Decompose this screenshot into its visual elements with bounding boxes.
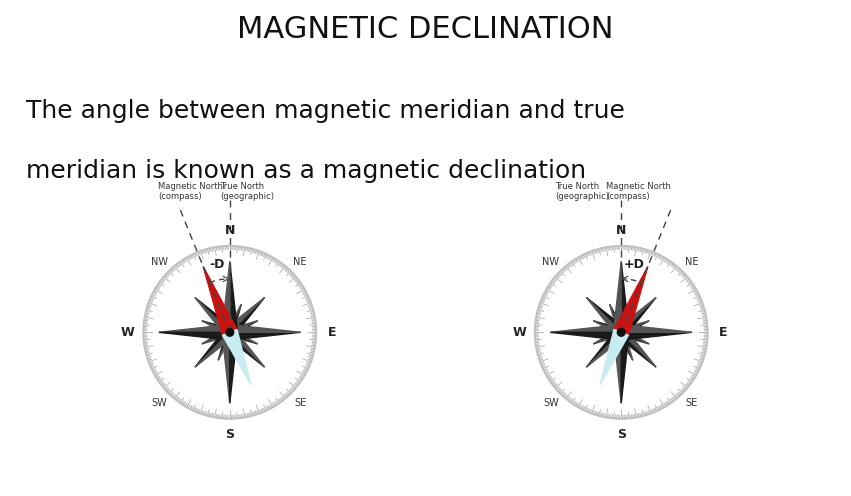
Polygon shape xyxy=(230,321,258,335)
Polygon shape xyxy=(593,332,623,344)
Polygon shape xyxy=(620,332,649,344)
Polygon shape xyxy=(218,331,230,360)
Text: Magnetic North
(compass): Magnetic North (compass) xyxy=(606,182,671,201)
Polygon shape xyxy=(621,305,633,334)
Polygon shape xyxy=(203,267,230,335)
Polygon shape xyxy=(202,321,230,335)
Text: +D: +D xyxy=(624,258,645,271)
Text: NE: NE xyxy=(294,257,306,267)
Text: SE: SE xyxy=(685,398,698,408)
Polygon shape xyxy=(230,331,242,360)
Polygon shape xyxy=(226,332,242,360)
Text: True North
(geographic): True North (geographic) xyxy=(220,182,274,201)
Polygon shape xyxy=(593,321,623,332)
Polygon shape xyxy=(222,332,230,403)
Polygon shape xyxy=(226,305,242,332)
Text: meridian is known as a magnetic declination: meridian is known as a magnetic declinat… xyxy=(26,159,585,183)
Text: S: S xyxy=(226,428,234,441)
Polygon shape xyxy=(195,328,230,367)
Polygon shape xyxy=(618,305,633,332)
Polygon shape xyxy=(551,332,621,340)
Text: E: E xyxy=(328,326,336,339)
Polygon shape xyxy=(159,324,230,332)
Polygon shape xyxy=(609,305,621,334)
Text: N: N xyxy=(225,224,235,237)
Polygon shape xyxy=(202,329,230,344)
Polygon shape xyxy=(614,332,621,403)
Polygon shape xyxy=(202,321,231,332)
Polygon shape xyxy=(609,332,625,360)
Polygon shape xyxy=(230,261,237,332)
Polygon shape xyxy=(621,298,656,336)
Text: NW: NW xyxy=(542,257,559,267)
Polygon shape xyxy=(614,267,648,332)
Polygon shape xyxy=(195,332,234,367)
Text: NW: NW xyxy=(151,257,168,267)
Polygon shape xyxy=(621,332,692,340)
Polygon shape xyxy=(600,332,628,385)
Polygon shape xyxy=(586,328,621,367)
Polygon shape xyxy=(226,298,265,332)
Polygon shape xyxy=(218,305,230,334)
Polygon shape xyxy=(586,298,625,332)
Polygon shape xyxy=(228,321,258,332)
Polygon shape xyxy=(228,332,258,344)
Text: N: N xyxy=(616,224,626,237)
Polygon shape xyxy=(218,332,233,360)
Polygon shape xyxy=(621,329,649,344)
Polygon shape xyxy=(230,298,265,336)
Polygon shape xyxy=(203,267,237,332)
Text: True North
(geographic): True North (geographic) xyxy=(556,182,609,201)
Polygon shape xyxy=(617,332,656,367)
Polygon shape xyxy=(202,332,231,344)
Polygon shape xyxy=(621,321,649,335)
Text: E: E xyxy=(719,326,728,339)
Polygon shape xyxy=(230,324,300,332)
Text: W: W xyxy=(512,326,526,339)
Polygon shape xyxy=(222,261,230,332)
Polygon shape xyxy=(230,332,300,340)
Polygon shape xyxy=(621,331,633,360)
Polygon shape xyxy=(593,329,621,344)
Polygon shape xyxy=(230,328,265,367)
Text: -D: -D xyxy=(208,258,225,271)
Polygon shape xyxy=(609,331,621,360)
Polygon shape xyxy=(617,298,656,332)
Polygon shape xyxy=(618,332,633,360)
Circle shape xyxy=(617,328,625,336)
Polygon shape xyxy=(609,305,625,332)
Polygon shape xyxy=(620,321,649,332)
Polygon shape xyxy=(230,329,251,385)
Polygon shape xyxy=(621,328,656,367)
Polygon shape xyxy=(614,261,621,332)
Polygon shape xyxy=(230,329,258,344)
Polygon shape xyxy=(600,329,621,385)
Text: W: W xyxy=(121,326,134,339)
Polygon shape xyxy=(195,298,234,332)
Text: SW: SW xyxy=(543,398,559,408)
Polygon shape xyxy=(621,267,648,335)
Polygon shape xyxy=(218,305,233,332)
Text: S: S xyxy=(617,428,625,441)
Text: SW: SW xyxy=(151,398,168,408)
Text: The angle between magnetic meridian and true: The angle between magnetic meridian and … xyxy=(26,99,625,123)
Circle shape xyxy=(226,328,234,336)
Text: SE: SE xyxy=(294,398,306,408)
Polygon shape xyxy=(593,321,621,335)
Polygon shape xyxy=(551,324,621,332)
Polygon shape xyxy=(586,332,625,367)
Polygon shape xyxy=(230,332,237,403)
Polygon shape xyxy=(621,324,692,332)
Polygon shape xyxy=(226,332,265,367)
Polygon shape xyxy=(195,298,230,336)
Polygon shape xyxy=(621,332,629,403)
Text: MAGNETIC DECLINATION: MAGNETIC DECLINATION xyxy=(237,15,614,44)
Text: Magnetic North
(compass): Magnetic North (compass) xyxy=(158,182,223,201)
Polygon shape xyxy=(586,298,621,336)
Polygon shape xyxy=(621,261,629,332)
Polygon shape xyxy=(223,332,251,385)
Text: NE: NE xyxy=(685,257,698,267)
Polygon shape xyxy=(159,332,230,340)
Polygon shape xyxy=(230,305,242,334)
